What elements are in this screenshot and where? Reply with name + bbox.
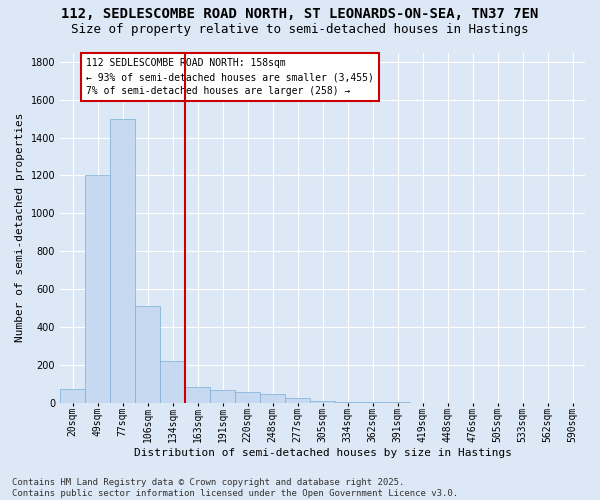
Text: Size of property relative to semi-detached houses in Hastings: Size of property relative to semi-detach… (71, 22, 529, 36)
Bar (235, 392, 260, 402)
Bar (160, 361, 185, 403)
Bar (285, 398, 310, 402)
Text: 112 SEDLESCOMBE ROAD NORTH: 158sqm
← 93% of semi-detached houses are smaller (3,: 112 SEDLESCOMBE ROAD NORTH: 158sqm ← 93%… (86, 58, 374, 96)
Bar (310, 400, 335, 402)
Bar (110, 118, 135, 403)
Bar (210, 390, 235, 402)
Bar (185, 388, 210, 402)
Y-axis label: Number of semi-detached properties: Number of semi-detached properties (15, 113, 25, 342)
X-axis label: Distribution of semi-detached houses by size in Hastings: Distribution of semi-detached houses by … (134, 448, 512, 458)
Text: Contains HM Land Registry data © Crown copyright and database right 2025.
Contai: Contains HM Land Registry data © Crown c… (12, 478, 458, 498)
Bar (135, 306, 160, 402)
Bar (85, 176, 110, 402)
Bar (260, 394, 285, 402)
Bar (60, 390, 85, 402)
Text: 112, SEDLESCOMBE ROAD NORTH, ST LEONARDS-ON-SEA, TN37 7EN: 112, SEDLESCOMBE ROAD NORTH, ST LEONARDS… (61, 8, 539, 22)
